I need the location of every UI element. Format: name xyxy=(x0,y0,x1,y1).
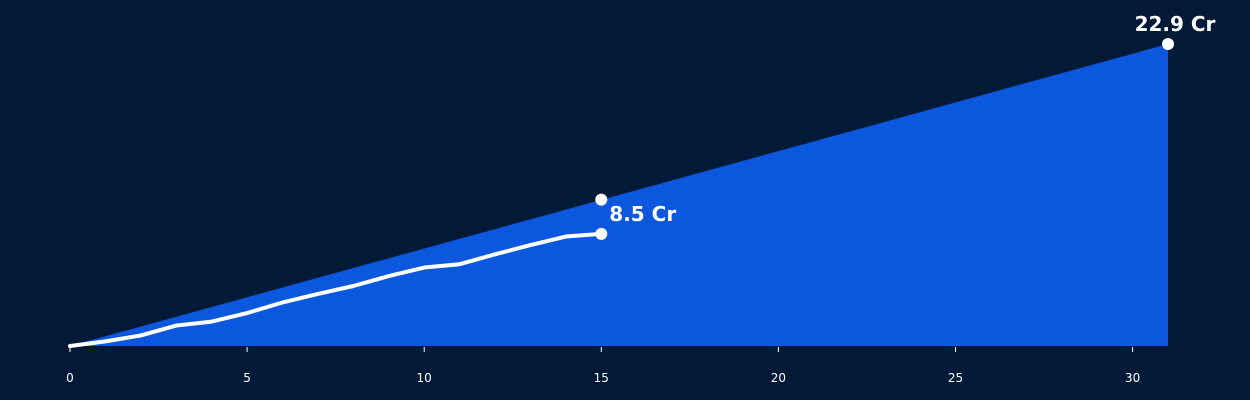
x-tick-label: 0 xyxy=(66,371,74,385)
area-fill xyxy=(70,44,1168,346)
x-tick-label: 15 xyxy=(594,371,609,385)
x-tick-label: 25 xyxy=(948,371,963,385)
area-end-label: 22.9 Cr xyxy=(1135,12,1216,36)
area-marker-point xyxy=(595,193,608,206)
x-tick-label: 10 xyxy=(417,371,432,385)
area-end-point xyxy=(1162,38,1174,50)
line-series xyxy=(68,231,604,348)
line-end-label: 8.5 Cr xyxy=(609,202,676,226)
line-end-point xyxy=(595,227,608,240)
x-tick-label: 20 xyxy=(771,371,786,385)
x-tick-label: 5 xyxy=(243,371,251,385)
x-tick-label: 30 xyxy=(1125,371,1140,385)
